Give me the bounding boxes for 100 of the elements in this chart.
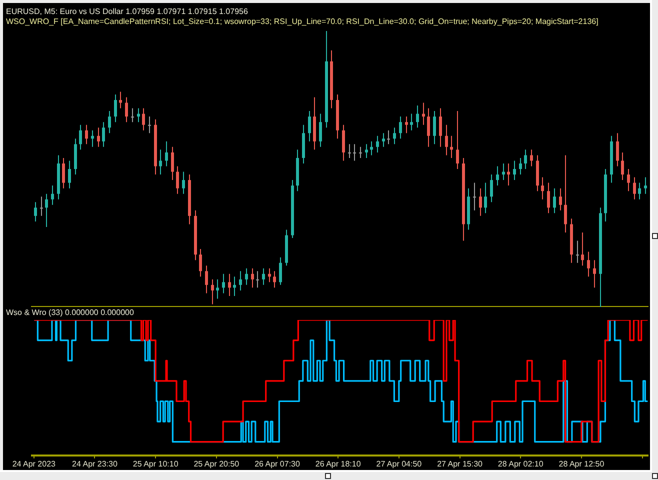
chart-subtitle: WSO_WRO_F [EA_Name=CandlePatternRSI; Lot_Size=0.1; wsowrop=33; RSI_Up_Line=70.0; RSI_Dn_Line=30.0; Grid_On=true; Nearby_Pips=20; MagicStart=2136] [6, 17, 598, 26]
candlestick [365, 144, 368, 158]
candlestick [593, 260, 596, 288]
x-tick-label: 24 Apr 23:30 [72, 459, 118, 468]
candlestick [51, 185, 54, 206]
candlestick [245, 268, 248, 286]
candlestick [45, 193, 48, 228]
candlestick [239, 270, 242, 291]
x-tick-label: 26 Apr 07:30 [254, 459, 300, 468]
candlestick [513, 160, 516, 181]
chart-title: Wso & Wro (33) 0.000000 0.000000 [6, 308, 134, 318]
candlestick [502, 162, 505, 181]
candlestick [576, 240, 579, 264]
x-tick-label: 25 Apr 10:10 [132, 459, 179, 468]
candlestick [102, 122, 105, 148]
candlestick [159, 149, 162, 176]
candlestick [587, 251, 590, 278]
candlestick [62, 157, 65, 189]
candlestick [199, 248, 202, 278]
candlestick [137, 108, 140, 123]
candlestick [616, 132, 619, 167]
candlestick [228, 273, 231, 296]
candlestick [40, 196, 43, 216]
candlestick [553, 188, 556, 214]
candlestick [405, 116, 408, 134]
candlestick [359, 146, 362, 158]
candlestick [416, 105, 419, 128]
candlestick [382, 132, 385, 148]
x-tick-label: 26 Apr 18:10 [315, 459, 362, 468]
candlestick [108, 110, 111, 134]
candlestick [148, 116, 151, 134]
candlestick [581, 232, 584, 266]
candlestick [456, 110, 459, 170]
candlestick [85, 124, 88, 145]
candlestick [222, 273, 225, 294]
candlestick [68, 160, 71, 189]
x-tick-label: 25 Apr 20:50 [194, 459, 240, 468]
candlestick [621, 152, 624, 181]
candlestick [79, 124, 82, 150]
candlestick [262, 268, 265, 286]
candlestick [171, 146, 174, 181]
candlestick [370, 140, 373, 156]
candlestick [638, 182, 641, 200]
candlestick [559, 188, 562, 211]
candlestick [564, 154, 567, 233]
candlestick [251, 268, 254, 288]
candlestick [319, 113, 322, 148]
candlestick [268, 268, 271, 283]
candlestick [176, 166, 179, 194]
candlestick [496, 166, 499, 186]
candlestick [524, 149, 527, 170]
candlestick [541, 176, 544, 200]
candlestick [376, 135, 379, 153]
candlestick [445, 124, 448, 156]
candlestick [34, 202, 37, 222]
candlestick [348, 144, 351, 158]
candlestick [393, 127, 396, 145]
candlestick [547, 182, 550, 214]
candlestick [439, 108, 442, 148]
candlestick [507, 162, 510, 186]
candlestick [644, 176, 647, 194]
candlestick [399, 116, 402, 140]
candlestick [165, 140, 168, 167]
x-tick-label: 28 Apr 12:50 [558, 459, 605, 468]
candlestick [530, 149, 533, 167]
candlestick [205, 265, 208, 294]
candlestick [273, 270, 276, 288]
x-tick-label: 24 Apr 2023 [12, 459, 56, 468]
candlestick [410, 113, 413, 131]
candlestick [308, 110, 311, 142]
candlestick [256, 270, 259, 288]
candlestick [633, 176, 636, 200]
x-tick-label: 27 Apr 04:50 [376, 459, 422, 468]
chart-title: EURUSD, M5: Euro vs US Dollar 1.07959 1.07971 1.07915 1.07956 [6, 7, 248, 16]
candlestick [473, 182, 476, 211]
candlestick [279, 256, 282, 286]
candlestick [427, 108, 430, 148]
candlestick [216, 278, 219, 300]
x-tick-label: 28 Apr 02:10 [498, 459, 544, 468]
candlestick [387, 130, 390, 145]
candlestick [433, 110, 436, 145]
candlestick [627, 168, 630, 192]
candlestick [353, 144, 356, 162]
candlestick [490, 174, 493, 203]
candlestick [450, 135, 453, 158]
candlestick [479, 188, 482, 216]
candlestick [484, 182, 487, 214]
candlestick [131, 108, 134, 123]
x-tick-label: 27 Apr 15:30 [437, 459, 484, 468]
candlestick [97, 127, 100, 148]
candlestick [182, 171, 185, 194]
candlestick [142, 108, 145, 131]
candlestick [91, 130, 94, 148]
candlestick [211, 278, 214, 305]
candlestick [342, 124, 345, 162]
candlestick [119, 91, 122, 109]
candlestick [233, 276, 236, 296]
candlestick [519, 157, 522, 176]
candlestick [114, 94, 117, 123]
candlestick [125, 96, 128, 123]
